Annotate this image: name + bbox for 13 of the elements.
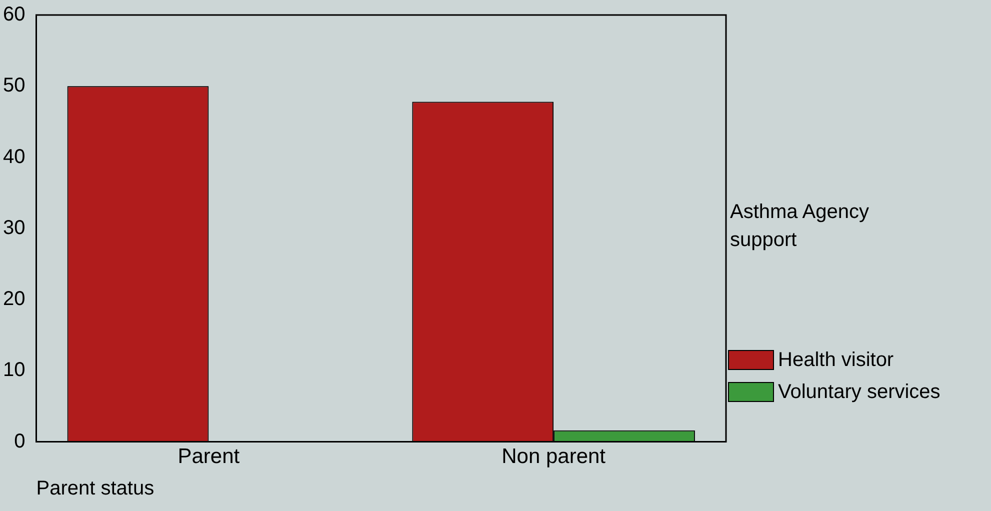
y-tick-label: 0 [14,430,26,452]
y-tick-label: 50 [2,74,26,97]
y-tick-label: 20 [2,288,26,310]
x-tick-label: Non parent [502,445,606,468]
x-axis-title: Parent status [36,478,154,500]
legend-title: Asthma Agency support [730,200,870,253]
y-tick-label: 60 [2,4,26,26]
y-tick-label: 10 [2,359,26,382]
x-tick-label: Parent [178,445,240,468]
y-tick-label: 30 [2,216,26,239]
y-tick-label: 40 [2,146,26,168]
legend-label: Voluntary services [778,380,940,404]
legend-label: Health visitor [778,348,894,372]
